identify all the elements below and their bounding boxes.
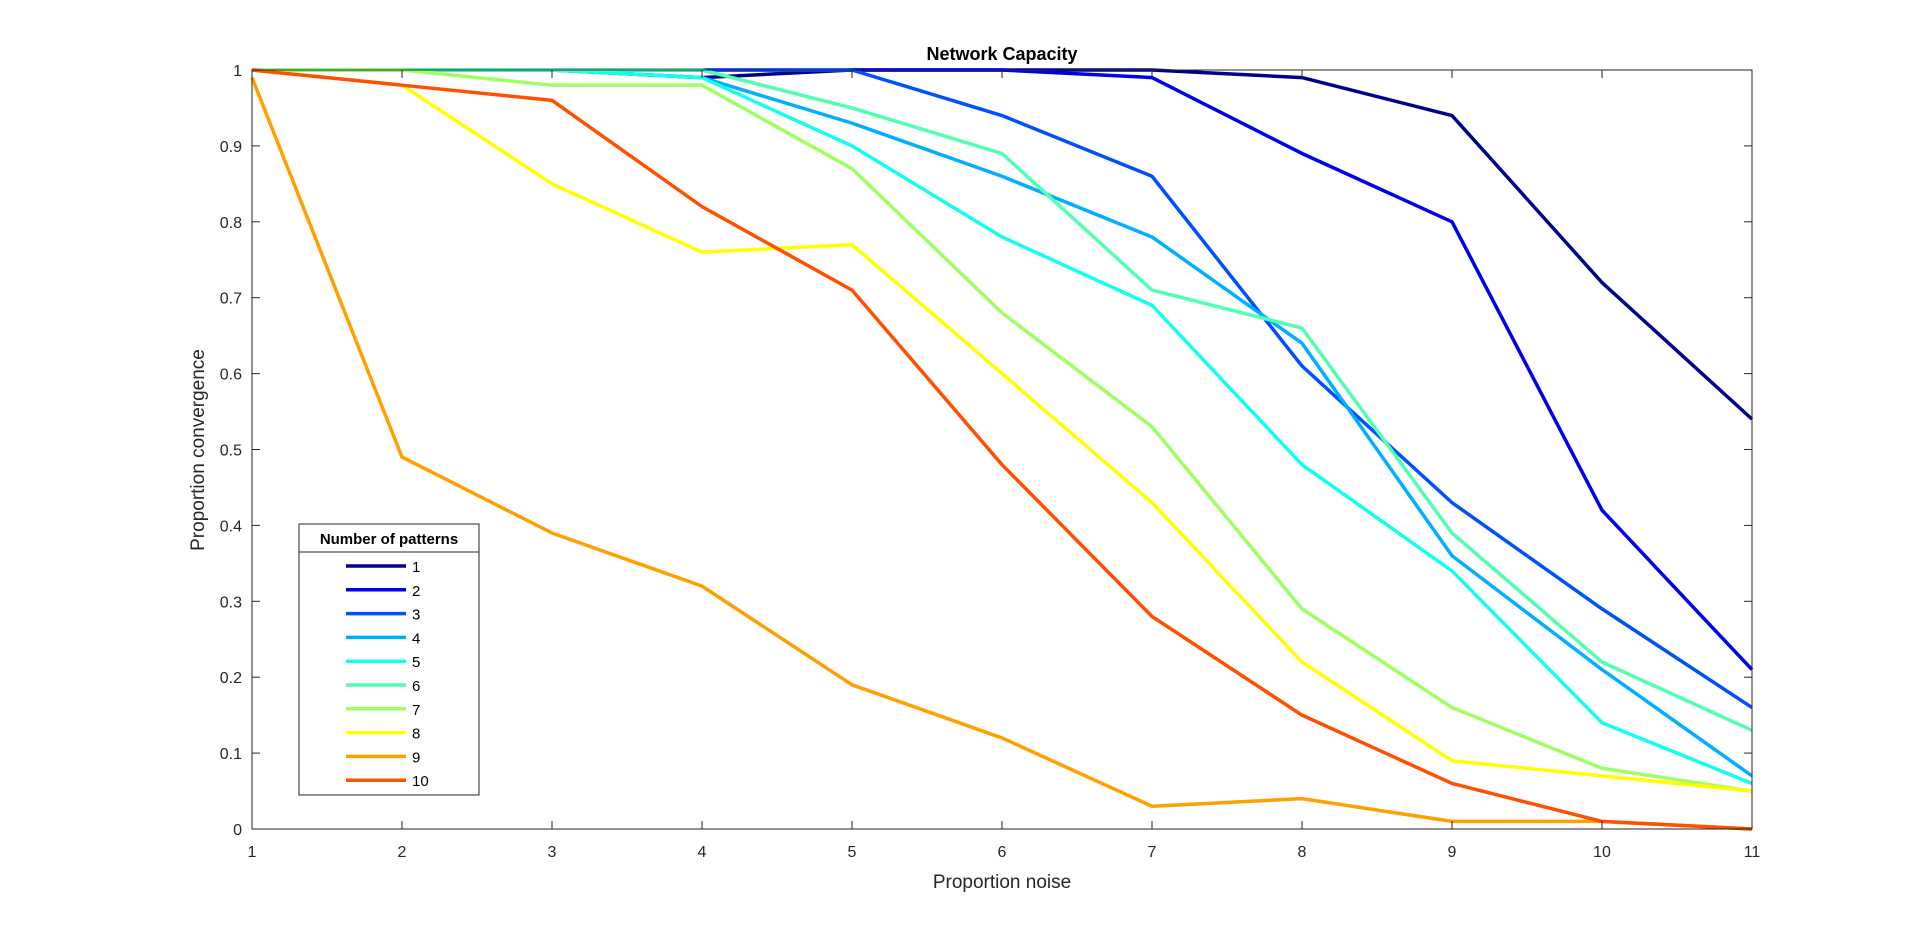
y-tick-label: 0.5	[220, 443, 242, 460]
y-tick-label: 0.9	[220, 139, 242, 156]
x-tick-label: 7	[1148, 844, 1157, 861]
legend-label-4: 4	[412, 630, 420, 647]
legend: Number of patterns 1 2 3 4 5 6 7 8 9 10	[298, 523, 480, 796]
series-line-9	[250, 76, 1753, 831]
y-tick-label: 0.4	[220, 518, 242, 535]
legend-title: Number of patterns	[320, 531, 458, 548]
series-line-10	[251, 68, 1753, 831]
legend-label-10: 10	[412, 773, 429, 790]
x-tick-label: 2	[398, 844, 407, 861]
x-tick-label: 8	[1298, 844, 1307, 861]
y-tick-label: 0.8	[220, 215, 242, 232]
x-tick-label: 1	[248, 844, 257, 861]
x-tick-label: 9	[1448, 844, 1457, 861]
y-tick-label: 0	[233, 822, 242, 839]
y-axis-label: Proportion convergence	[188, 349, 209, 551]
series-line-7	[252, 68, 1753, 793]
legend-label-6: 6	[412, 678, 420, 695]
x-tick-label: 3	[548, 844, 557, 861]
y-tick-label: 0.1	[220, 746, 242, 763]
legend-label-9: 9	[412, 749, 420, 766]
x-tick-label: 4	[698, 844, 707, 861]
x-tick-label: 5	[848, 844, 857, 861]
plot-area	[252, 70, 1752, 829]
y-tick-label: 1	[233, 63, 242, 80]
legend-label-8: 8	[412, 726, 420, 743]
x-tick-label: 11	[1744, 844, 1761, 861]
series-line-8	[251, 68, 1753, 793]
legend-label-2: 2	[412, 583, 420, 600]
y-tick-label: 0.3	[220, 594, 242, 611]
y-tick-label: 0.2	[220, 670, 242, 687]
legend-label-7: 7	[412, 702, 420, 719]
x-tick-label: 10	[1593, 844, 1611, 861]
legend-label-5: 5	[412, 654, 420, 671]
x-axis-label: Proportion noise	[933, 872, 1071, 893]
chart-title: Network Capacity	[926, 44, 1077, 64]
legend-label-3: 3	[412, 607, 420, 624]
legend-items: 1 2 3 4 5 6 7 8 9 10	[346, 559, 429, 790]
x-tick-label: 6	[998, 844, 1007, 861]
y-axis: 0 0.1 0.2 0.3 0.4 0.5 0.6 0.7 0.8 0.9 1	[220, 63, 1752, 839]
x-axis: 1 2 3 4 5 6 7 8 9 10 11	[248, 70, 1761, 861]
legend-label-1: 1	[412, 559, 420, 576]
y-tick-label: 0.7	[220, 291, 242, 308]
y-tick-label: 0.6	[220, 367, 242, 384]
